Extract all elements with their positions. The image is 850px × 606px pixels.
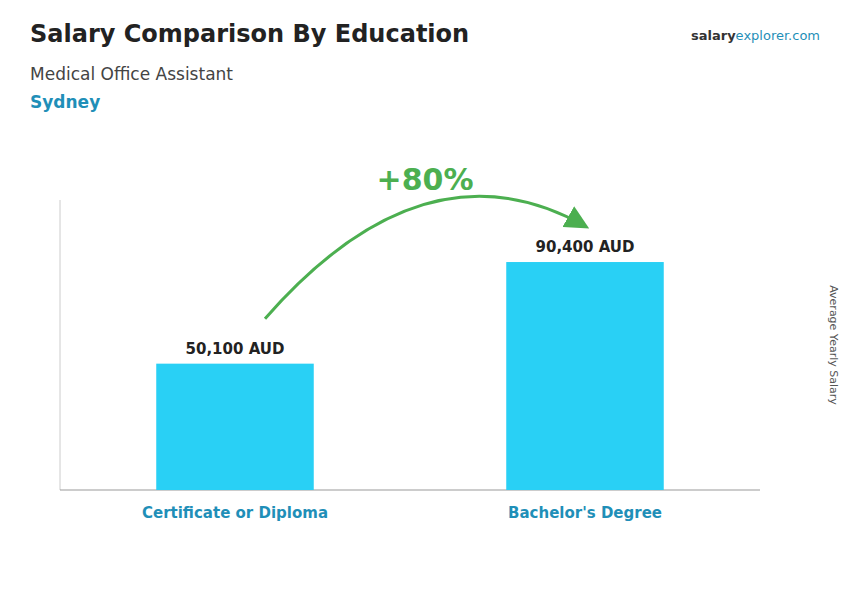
annotation: +80%	[377, 162, 474, 197]
title: Salary Comparison By Education	[30, 20, 469, 48]
source-part: salary	[691, 28, 736, 43]
category-label: Certificate or Diploma	[142, 504, 328, 522]
bar	[506, 262, 664, 490]
category-label: Bachelor's Degree	[508, 504, 662, 522]
source-part: explorer.com	[736, 28, 820, 43]
subtitle: Medical Office Assistant	[30, 64, 233, 84]
data-label: 50,100 AUD	[186, 340, 285, 358]
data-label: 90,400 AUD	[536, 238, 635, 256]
location: Sydney	[30, 92, 100, 112]
change-arrow	[265, 196, 585, 318]
y-axis-label: Average Yearly Salary	[827, 285, 840, 405]
source: salaryexplorer.com	[691, 28, 820, 43]
chart: Salary Comparison By Education Medical Of…	[0, 0, 850, 606]
bar	[156, 364, 314, 490]
bars	[156, 262, 664, 490]
y-axis-line	[60, 200, 61, 490]
